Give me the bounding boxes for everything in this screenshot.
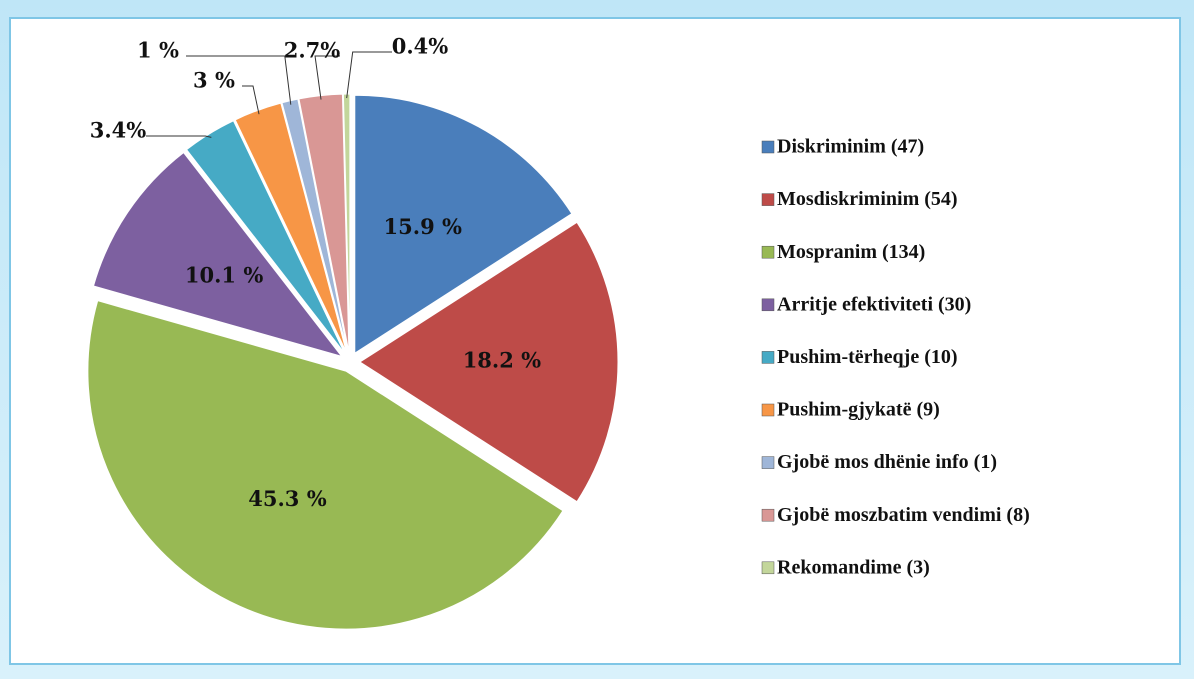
leader-line	[242, 85, 260, 115]
legend-label: Gjobë moszbatim vendimi (8)	[777, 504, 1030, 526]
data-label: 15.9 %	[384, 214, 462, 239]
pie-slice	[185, 120, 346, 354]
legend-swatch	[761, 403, 775, 417]
data-label: 2.7%	[284, 38, 341, 63]
legend-label: Pushim-tërheqje (10)	[777, 346, 958, 368]
data-label: 3.4%	[90, 118, 147, 143]
legend-label: Gjobë mos dhënie info (1)	[777, 451, 997, 473]
pie-slice	[359, 221, 619, 503]
legend-swatch	[761, 298, 775, 312]
legend-label: Arritje efektiviteti (30)	[777, 293, 971, 315]
data-label: 10.1 %	[185, 263, 263, 288]
data-label: 1 %	[137, 38, 179, 63]
legend-label: Pushim-gjykatë (9)	[777, 399, 940, 421]
legend-swatch	[761, 245, 775, 259]
leader-line	[346, 51, 392, 99]
pie-slice	[342, 93, 351, 353]
legend-swatch	[761, 456, 775, 469]
legend-swatch	[761, 508, 775, 522]
legend-swatch	[761, 351, 775, 364]
pie-slice	[92, 151, 344, 358]
leader-line	[314, 55, 340, 100]
pie-slice	[87, 300, 564, 630]
data-label: 18.2 %	[463, 348, 541, 373]
data-label: 45.3 %	[248, 486, 326, 511]
leader-line	[146, 135, 212, 138]
legend-swatch	[761, 561, 775, 575]
data-label: 3 %	[193, 68, 235, 93]
legend-label: Mospranim (134)	[777, 241, 925, 263]
legend-swatch	[761, 193, 775, 206]
legend-swatch	[761, 140, 775, 154]
pie-slice	[354, 94, 573, 355]
data-label: 0.4%	[392, 34, 449, 59]
leader-line	[186, 55, 292, 105]
pie-slice	[234, 102, 348, 353]
legend-label: Diskriminim (47)	[777, 136, 924, 158]
legend-label: Rekomandime (3)	[777, 556, 930, 578]
legend-label: Mosdiskriminim (54)	[777, 188, 958, 210]
